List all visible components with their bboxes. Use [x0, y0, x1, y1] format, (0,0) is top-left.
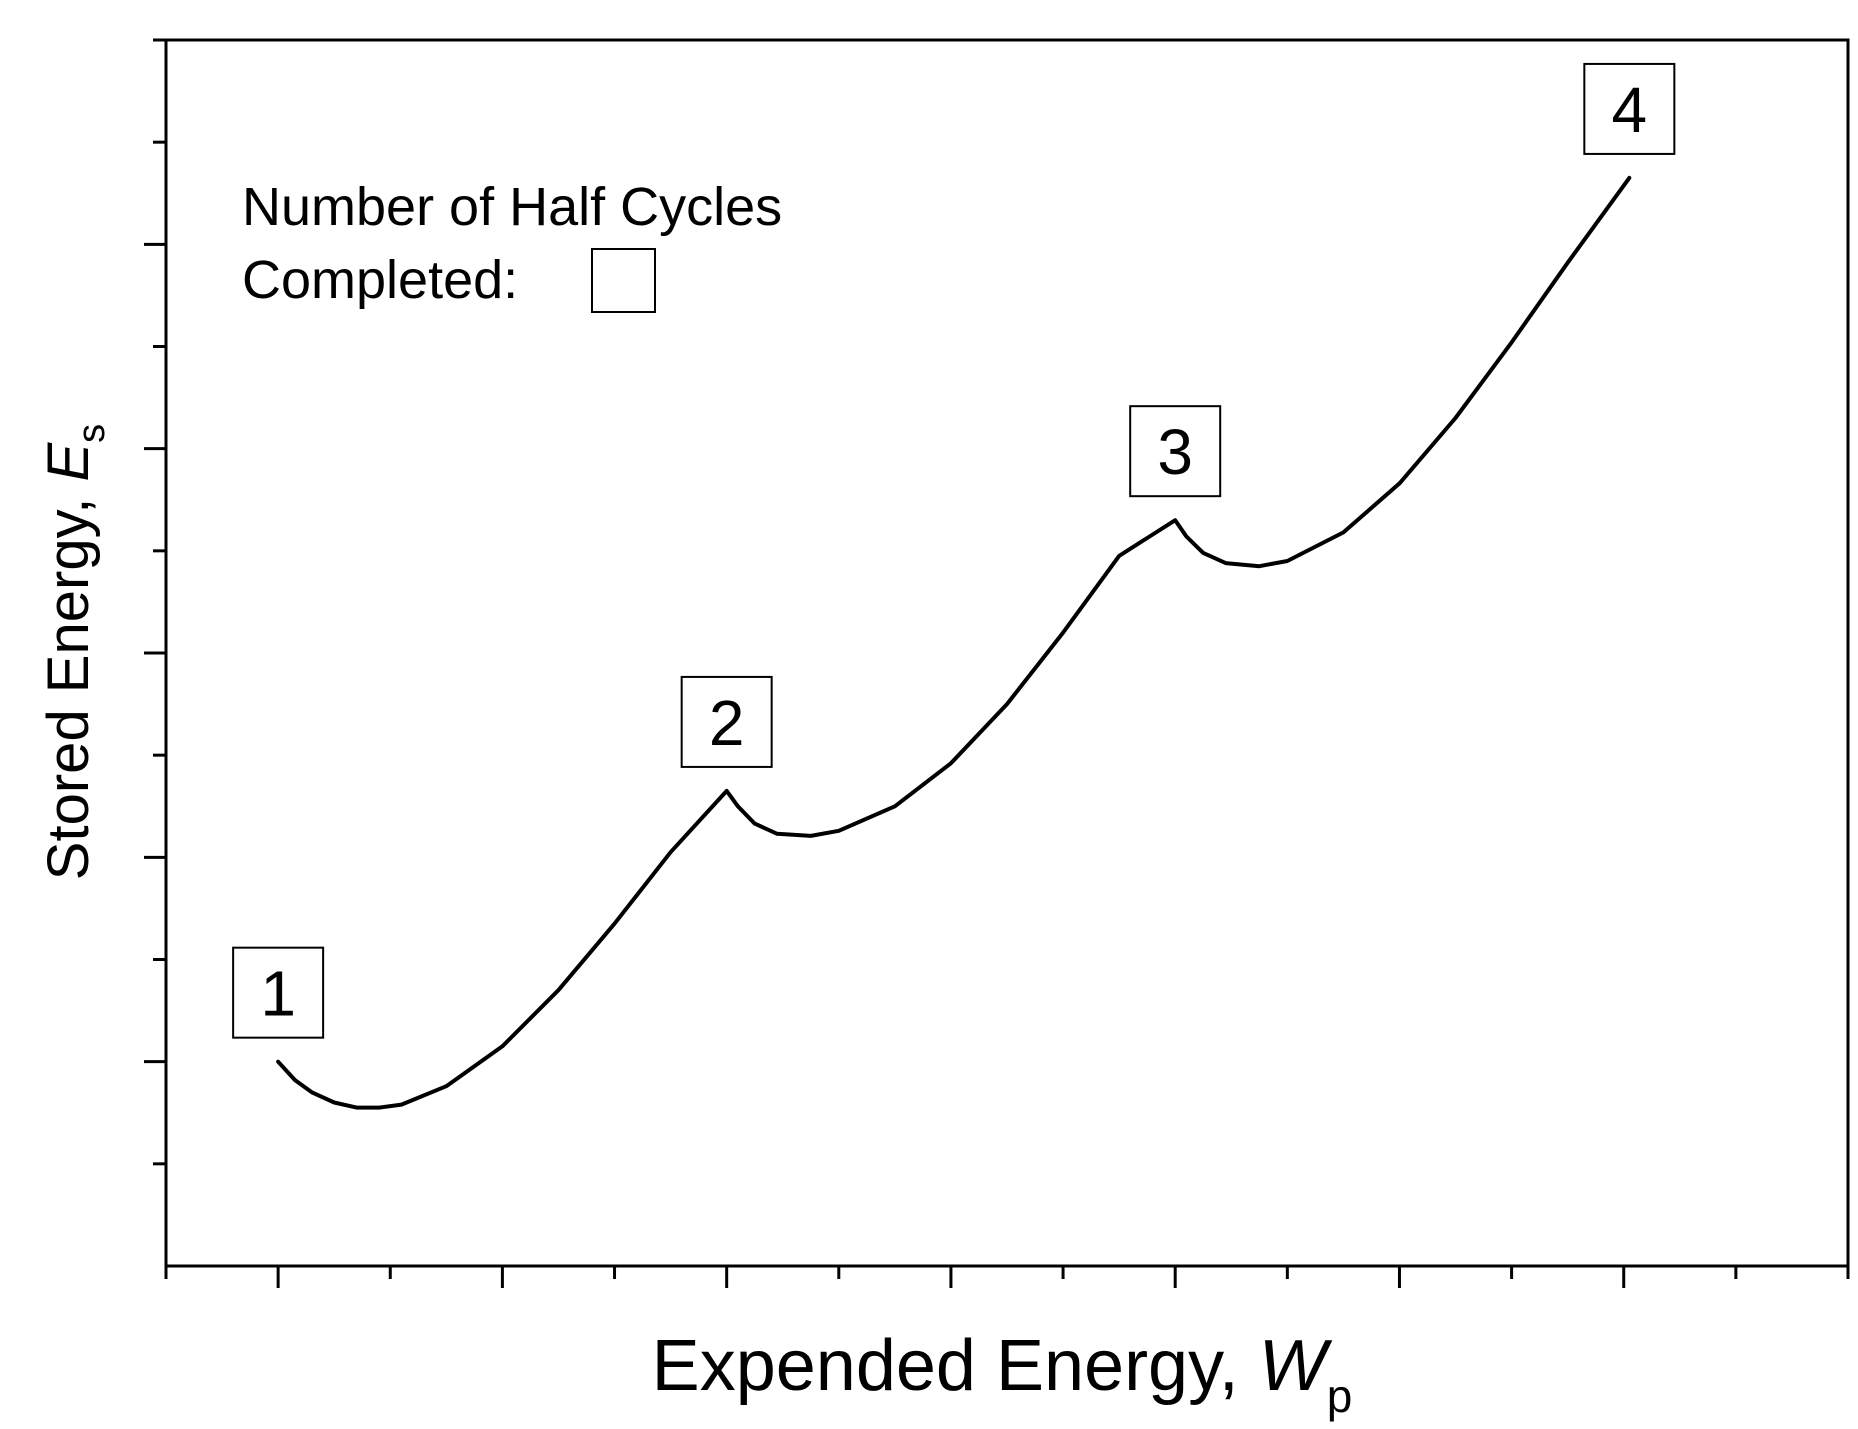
- callout-box: [1583, 62, 1676, 155]
- callout-box: [680, 675, 773, 768]
- legend-line-1: Number of Half Cycles: [242, 177, 782, 237]
- axis-ticks: [144, 38, 1850, 1288]
- callout-3: 3: [1129, 405, 1222, 498]
- y-axis-title: Stored Energy, Es: [36, 424, 113, 880]
- y-axis-title-subscript: s: [71, 424, 113, 443]
- callout-box: [1129, 405, 1222, 498]
- legend-line-2: Completed:: [242, 250, 518, 310]
- callout-1: 1: [232, 946, 325, 1039]
- stored-energy-curve: [276, 175, 1632, 1110]
- callout-box: [232, 946, 325, 1039]
- y-axis-title-variable: E: [36, 441, 101, 481]
- x-axis-title-subscript: p: [1327, 1370, 1353, 1422]
- callout-labels: 1 2 3 4: [232, 62, 1676, 1039]
- callout-2: 2: [680, 675, 773, 768]
- y-axis-title-text: Stored Energy,: [36, 481, 101, 880]
- legend-empty-box: [591, 248, 656, 313]
- callout-label: 3: [1157, 416, 1193, 488]
- x-axis-title: Expended Energy, Wp: [652, 1326, 1353, 1422]
- callout-label: 2: [709, 687, 745, 759]
- callout-label: 1: [260, 958, 296, 1030]
- callout-label: 4: [1612, 74, 1648, 146]
- x-axis-title-variable: W: [1259, 1326, 1333, 1406]
- callout-4: 4: [1583, 62, 1676, 155]
- x-axis-title-text: Expended Energy,: [652, 1326, 1259, 1406]
